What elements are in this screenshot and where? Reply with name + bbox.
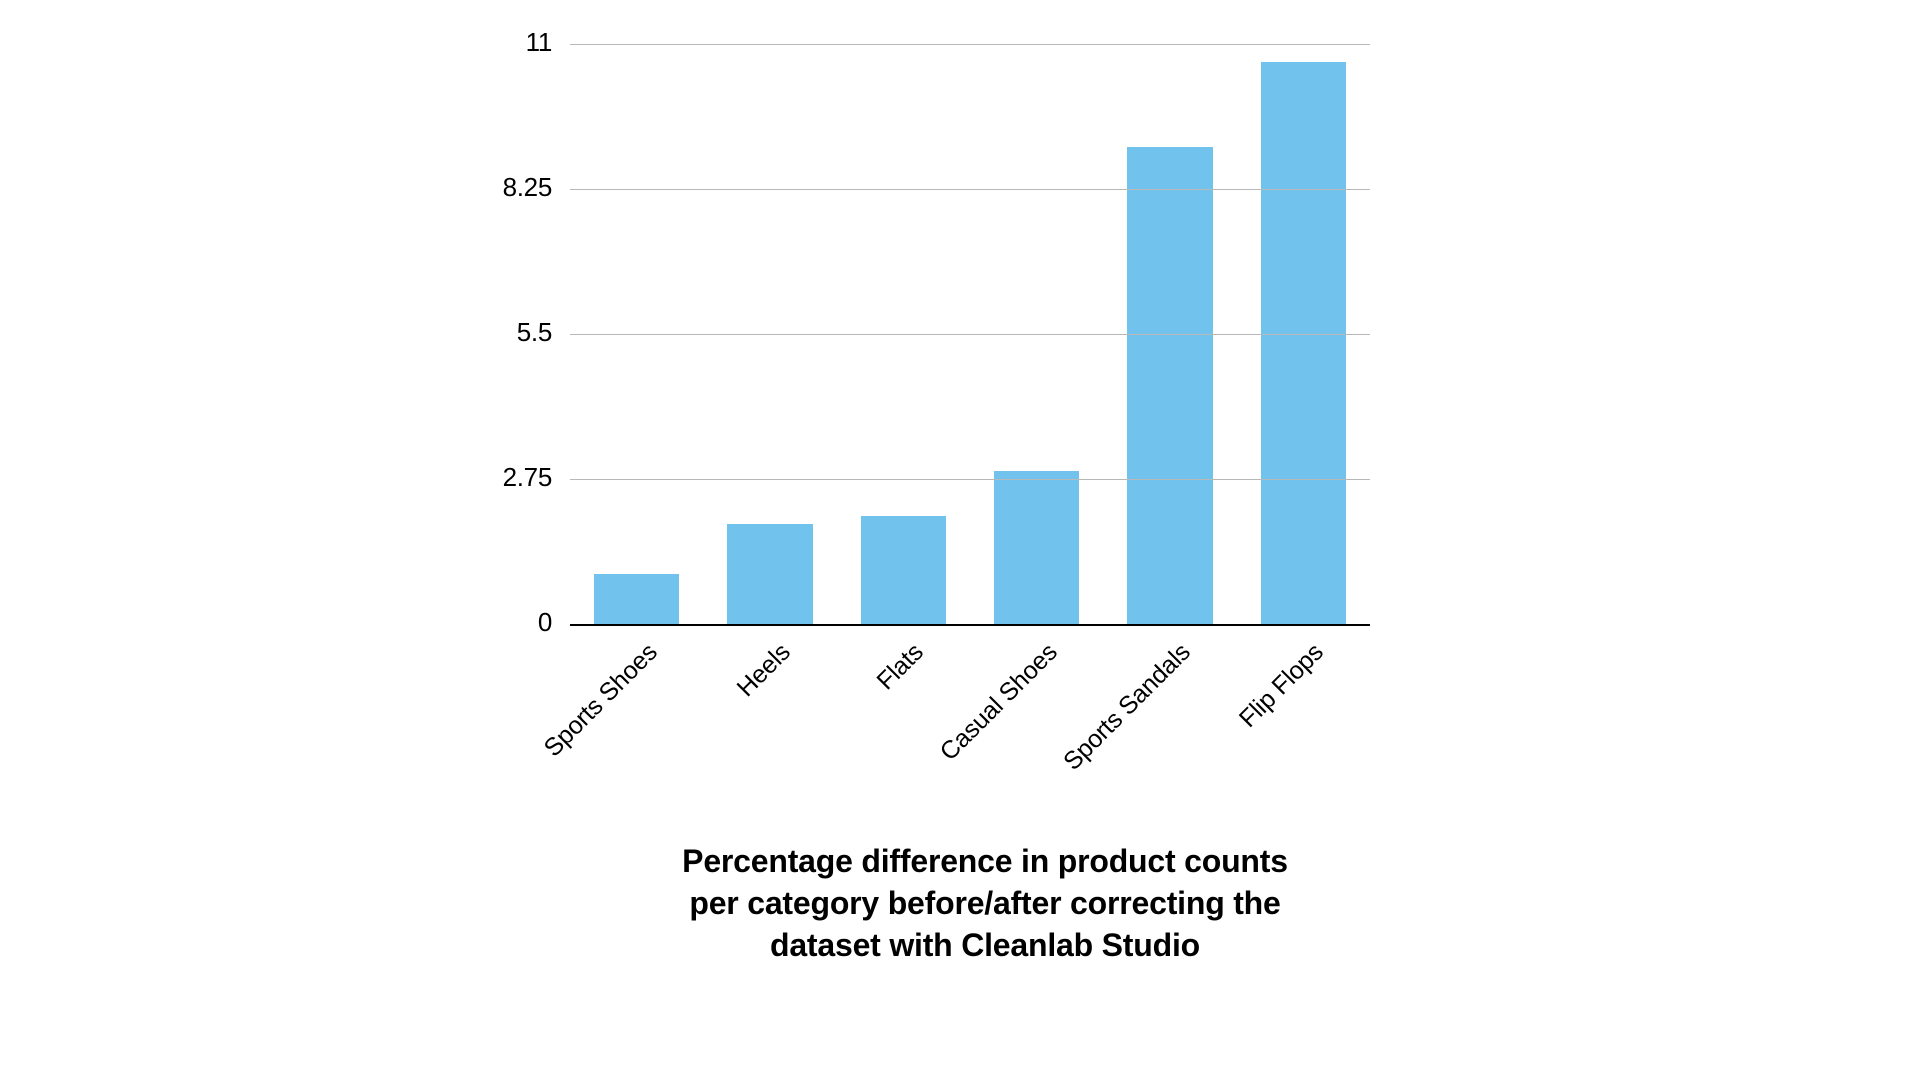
gridline (570, 44, 1370, 45)
ytick-label: 5.5 (517, 317, 570, 348)
ytick-label: 8.25 (503, 172, 570, 203)
gridline (570, 479, 1370, 480)
ytick-label: 11 (526, 27, 570, 58)
ytick-label: 0 (538, 607, 570, 638)
xtick-label: Heels (732, 638, 797, 703)
xtick-label: Casual Shoes (934, 638, 1063, 767)
chart-container: 0 2.75 5.5 8.25 11 Sports Shoes Heels FlatsCasu… (430, 30, 1490, 1050)
plot-area: 02.755.58.2511Sports ShoesHeelsFlatsCasu… (570, 44, 1370, 626)
xtick-label: Sports Sandals (1058, 638, 1196, 776)
caption-line: Percentage difference in product counts (682, 843, 1288, 879)
chart-caption: Percentage difference in product counts … (480, 840, 1490, 967)
caption-line: dataset with Cleanlab Studio (770, 927, 1200, 963)
bar (727, 524, 812, 624)
bar (1127, 147, 1212, 624)
ytick-label: 2.75 (503, 462, 570, 493)
bar (1261, 62, 1346, 624)
xtick-label: Sports Shoes (538, 638, 663, 763)
xtick-label: Flats (872, 638, 930, 696)
bar (994, 471, 1079, 624)
gridline (570, 189, 1370, 190)
gridline (570, 334, 1370, 335)
caption-line: per category before/after correcting the (689, 885, 1280, 921)
bar (861, 516, 946, 624)
xtick-label: Flip Flops (1234, 638, 1330, 734)
bar (594, 574, 679, 624)
